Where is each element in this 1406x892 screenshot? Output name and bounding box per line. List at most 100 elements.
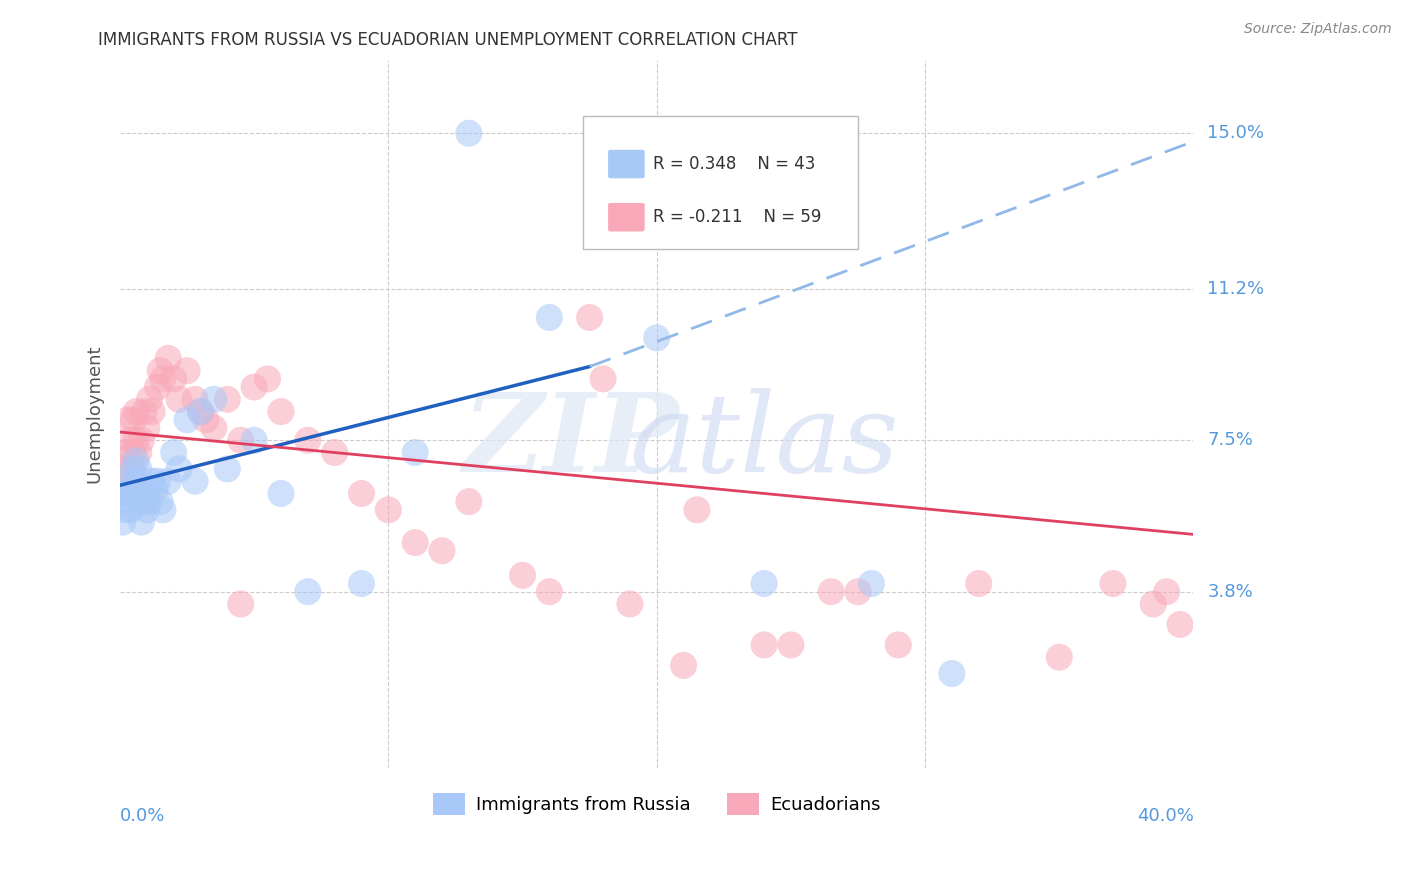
Point xyxy=(111,462,134,476)
Point xyxy=(350,486,373,500)
Text: 15.0%: 15.0% xyxy=(1208,124,1264,143)
Point xyxy=(190,404,212,418)
Point xyxy=(157,351,180,366)
Point xyxy=(512,568,534,582)
Point xyxy=(377,503,399,517)
Point xyxy=(117,494,139,508)
Point xyxy=(217,462,239,476)
Point xyxy=(120,462,142,476)
Point xyxy=(184,392,207,407)
Point xyxy=(297,434,319,448)
Point xyxy=(243,434,266,448)
Point xyxy=(229,434,252,448)
Text: IMMIGRANTS FROM RUSSIA VS ECUADORIAN UNEMPLOYMENT CORRELATION CHART: IMMIGRANTS FROM RUSSIA VS ECUADORIAN UNE… xyxy=(98,31,799,49)
Point xyxy=(672,658,695,673)
Point xyxy=(538,310,561,325)
Text: R = -0.211    N = 59: R = -0.211 N = 59 xyxy=(654,208,821,227)
Point xyxy=(780,638,803,652)
Text: R = 0.348    N = 43: R = 0.348 N = 43 xyxy=(654,155,815,173)
Point xyxy=(135,503,157,517)
Point xyxy=(128,494,150,508)
Point xyxy=(176,413,198,427)
Point xyxy=(117,474,139,488)
Point xyxy=(149,364,172,378)
Point xyxy=(592,372,614,386)
Text: atlas: atlas xyxy=(630,388,898,496)
Text: 3.8%: 3.8% xyxy=(1208,582,1253,600)
Point xyxy=(752,576,775,591)
Point xyxy=(686,503,709,517)
Point xyxy=(138,392,160,407)
Point xyxy=(120,486,142,500)
Text: 7.5%: 7.5% xyxy=(1208,431,1253,450)
Point xyxy=(184,474,207,488)
Text: ZIP: ZIP xyxy=(463,388,679,496)
Point xyxy=(323,445,346,459)
Text: 40.0%: 40.0% xyxy=(1136,806,1194,824)
Point xyxy=(141,404,163,418)
Point xyxy=(131,486,153,500)
Point xyxy=(1168,617,1191,632)
Point xyxy=(114,445,136,459)
Point xyxy=(157,474,180,488)
Point xyxy=(114,486,136,500)
Point xyxy=(887,638,910,652)
Point xyxy=(1102,576,1125,591)
Legend: Immigrants from Russia, Ecuadorians: Immigrants from Russia, Ecuadorians xyxy=(426,786,887,822)
Point xyxy=(270,486,292,500)
Point xyxy=(141,474,163,488)
Point xyxy=(122,413,145,427)
Point xyxy=(149,494,172,508)
Point xyxy=(270,404,292,418)
Point xyxy=(120,503,142,517)
Point xyxy=(202,421,225,435)
Point xyxy=(350,576,373,591)
Point xyxy=(117,474,139,488)
Point xyxy=(1142,597,1164,611)
Point xyxy=(404,535,426,549)
Point xyxy=(162,445,184,459)
Point xyxy=(125,454,148,468)
Point xyxy=(1156,584,1178,599)
Point xyxy=(131,434,153,448)
Point xyxy=(645,331,668,345)
Point xyxy=(122,486,145,500)
Point xyxy=(256,372,278,386)
Point xyxy=(125,434,148,448)
Text: Source: ZipAtlas.com: Source: ZipAtlas.com xyxy=(1244,22,1392,37)
Point xyxy=(190,404,212,418)
Point xyxy=(117,413,139,427)
Point xyxy=(146,474,169,488)
Point xyxy=(820,584,842,599)
Point xyxy=(152,503,174,517)
Point xyxy=(578,310,600,325)
Point xyxy=(120,434,142,448)
Point xyxy=(752,638,775,652)
Text: 0.0%: 0.0% xyxy=(120,806,166,824)
Point xyxy=(217,392,239,407)
Point xyxy=(152,372,174,386)
Point xyxy=(297,584,319,599)
Point xyxy=(167,462,190,476)
Point xyxy=(1047,650,1070,665)
Point xyxy=(167,392,190,407)
Point xyxy=(967,576,990,591)
Y-axis label: Unemployment: Unemployment xyxy=(86,344,103,483)
Point xyxy=(619,597,641,611)
Point xyxy=(122,445,145,459)
Point xyxy=(202,392,225,407)
Point xyxy=(125,404,148,418)
Point xyxy=(162,372,184,386)
Point xyxy=(941,666,963,681)
Point xyxy=(457,494,479,508)
Point xyxy=(111,515,134,529)
Point xyxy=(134,494,156,508)
Point xyxy=(131,515,153,529)
Point xyxy=(122,462,145,476)
Point xyxy=(194,413,217,427)
Point xyxy=(229,597,252,611)
Point xyxy=(128,462,150,476)
Point xyxy=(860,576,883,591)
Point xyxy=(146,380,169,394)
Point xyxy=(846,584,869,599)
